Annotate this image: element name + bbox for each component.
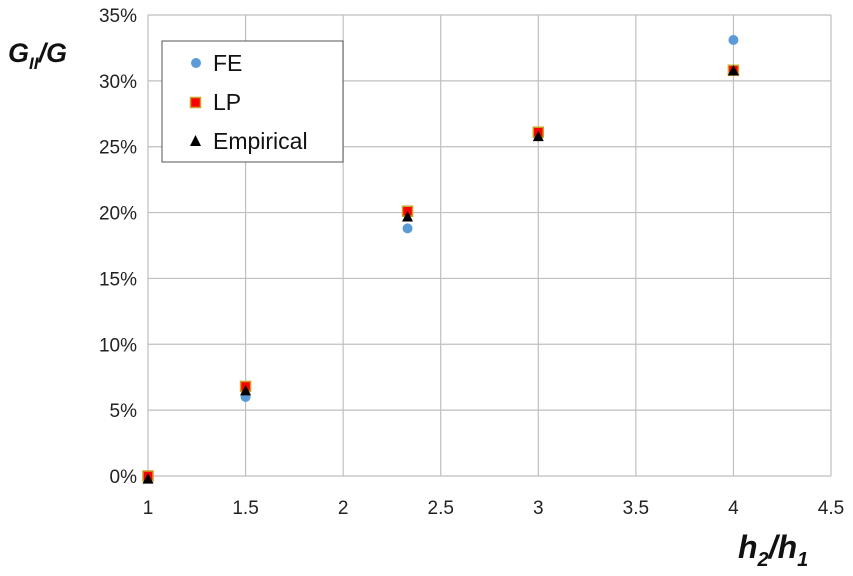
y-axis-title: GII/G — [8, 38, 67, 73]
legend-lp-label: LP — [213, 89, 241, 115]
empirical-point — [727, 64, 739, 76]
empirical-point — [532, 130, 544, 142]
x-axis-title-sep: /h — [767, 529, 797, 565]
y-tick-label: 30% — [99, 72, 137, 93]
x-axis-title-main: h — [738, 529, 758, 565]
x-tick-label: 2 — [338, 498, 349, 519]
legend-item-empirical: Empirical — [190, 128, 308, 154]
y-tick-label: 5% — [110, 401, 138, 422]
legend-item-lp: LP — [189, 89, 241, 115]
x-tick-label: 3 — [533, 498, 544, 519]
series-empirical — [142, 64, 739, 484]
legend-item-fe: FE — [191, 50, 242, 76]
y-tick-label: 20% — [99, 204, 137, 225]
legend-empirical-marker — [190, 135, 201, 146]
y-tick-label: 35% — [99, 6, 137, 27]
x-tick-label: 4.5 — [818, 498, 844, 519]
empirical-point — [402, 211, 414, 222]
data-points — [142, 35, 740, 484]
y-axis-title-main: G — [8, 38, 29, 68]
x-tick-label: 4 — [728, 498, 739, 519]
y-tick-label: 25% — [99, 138, 137, 159]
fe-point — [402, 223, 413, 234]
y-tick-label: 0% — [110, 467, 138, 488]
x-tick-label: 2.5 — [428, 498, 454, 519]
y-axis-title-rest: /G — [37, 38, 67, 68]
fe-point — [728, 35, 739, 46]
y-axis-title-sub: II — [29, 54, 40, 73]
x-axis-title-sub2: 1 — [797, 549, 808, 571]
legend-empirical-label: Empirical — [213, 128, 308, 154]
legend-fe-marker — [191, 58, 201, 68]
legend-lp-marker — [189, 96, 202, 109]
y-tick-label: 10% — [99, 335, 137, 356]
tick-labels: 1 1.5 2 2.5 3 3.5 4 4.5 0% 5% 10% 15% 20% 25% 30% 35% — [99, 6, 844, 519]
x-axis-title: h2/h1 — [738, 529, 808, 571]
legend-fe-label: FE — [213, 50, 242, 76]
empirical-point — [142, 473, 154, 484]
x-tick-label: 1.5 — [232, 498, 258, 519]
y-tick-label: 15% — [99, 269, 137, 290]
empirical-point — [240, 384, 252, 396]
legend: FE LP Empirical — [161, 40, 344, 163]
x-tick-label: 1 — [143, 498, 154, 519]
x-tick-label: 3.5 — [623, 498, 649, 519]
x-axis-title-sub1: 2 — [757, 549, 769, 571]
